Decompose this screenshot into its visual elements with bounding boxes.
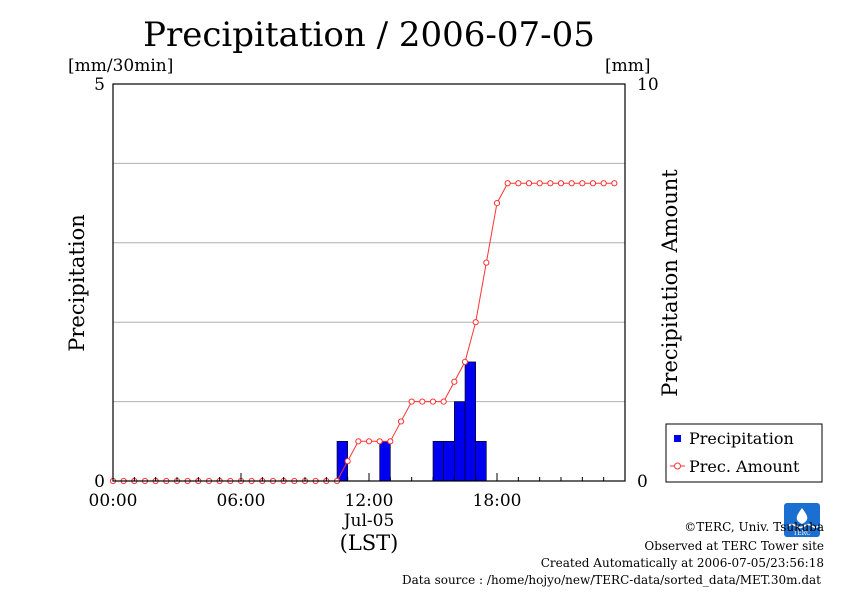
x-tick-label: 06:00 — [217, 491, 266, 511]
wave-icon — [787, 523, 819, 529]
axis-ticks: 00:00 06:00 12:00 18:00 0 5 0 10 — [89, 75, 659, 511]
legend-precipitation-swatch — [674, 435, 681, 442]
amount-point — [355, 438, 362, 445]
copyright-text: ©TERC, Univ. Tsukuba — [684, 520, 824, 534]
amount-point — [611, 180, 618, 187]
y-tick-label-left: 0 — [94, 472, 105, 492]
amount-series-line — [113, 182, 615, 482]
legend-amount-marker — [674, 462, 681, 470]
amount-point — [387, 438, 394, 445]
y-tick-label-right: 10 — [637, 75, 659, 95]
source-text: Data source : /home/hojyo/new/TERC-data/… — [402, 573, 821, 587]
legend-precipitation-label: Precipitation — [689, 429, 794, 448]
precipitation-bar — [443, 440, 455, 482]
amount-point — [525, 180, 533, 187]
precipitation-bar — [379, 440, 391, 482]
amount-point — [419, 398, 426, 405]
right-unit-label: [mm] — [605, 56, 651, 76]
legend-box — [665, 423, 823, 483]
amount-point — [451, 378, 458, 385]
grid-lines — [113, 162, 625, 403]
left-unit-label: [mm/30min] — [68, 56, 173, 76]
amount-line — [109, 180, 618, 485]
amount-point — [600, 180, 607, 187]
plot-frame — [112, 83, 626, 482]
amount-point — [440, 398, 447, 405]
x-tick-label: 18:00 — [473, 491, 522, 511]
amount-point — [483, 259, 490, 266]
precipitation-bar — [432, 440, 444, 482]
amount-point — [397, 418, 405, 425]
amount-point — [568, 180, 575, 187]
legend-amount-label: Prec. Amount — [689, 457, 800, 476]
precipitation-bar — [454, 401, 466, 482]
x-axis-label: (LST) — [340, 531, 399, 555]
legend: Precipitation Prec. Amount — [665, 423, 823, 483]
x-tick-label: 12:00 — [345, 491, 394, 511]
precipitation-bar — [464, 361, 476, 482]
amount-point — [344, 458, 351, 465]
amount-point — [365, 438, 373, 445]
amount-point — [408, 398, 415, 405]
created-text: Created Automatically at 2006-07-05/23:5… — [541, 556, 824, 570]
amount-point — [557, 180, 565, 187]
precipitation-bar — [475, 440, 487, 482]
amount-point — [579, 180, 586, 187]
observed-text: Observed at TERC Tower site — [644, 539, 824, 553]
y-axis-right-label: Precipitation Amount — [658, 169, 682, 397]
amount-point — [461, 358, 469, 365]
logo-text: TERC — [793, 530, 811, 537]
y-tick-label-right: 0 — [637, 472, 648, 492]
amount-point — [547, 180, 554, 187]
date-label: Jul-05 — [342, 511, 395, 531]
amount-point — [536, 180, 543, 187]
water-drop-icon — [796, 508, 808, 524]
chart-title: Precipitation / 2006-07-05 — [143, 15, 595, 55]
amount-point — [472, 319, 479, 326]
y-tick-label-left: 5 — [94, 75, 105, 95]
y-axis-label: Precipitation — [65, 214, 89, 352]
amount-point — [515, 180, 522, 187]
precipitation-bars — [336, 361, 487, 482]
x-tick-label: 00:00 — [89, 491, 138, 511]
amount-point — [376, 438, 383, 445]
terc-logo: TERC — [784, 503, 820, 537]
amount-point — [429, 398, 437, 405]
amount-point — [493, 200, 501, 207]
amount-point — [504, 180, 511, 187]
amount-point — [589, 180, 597, 187]
